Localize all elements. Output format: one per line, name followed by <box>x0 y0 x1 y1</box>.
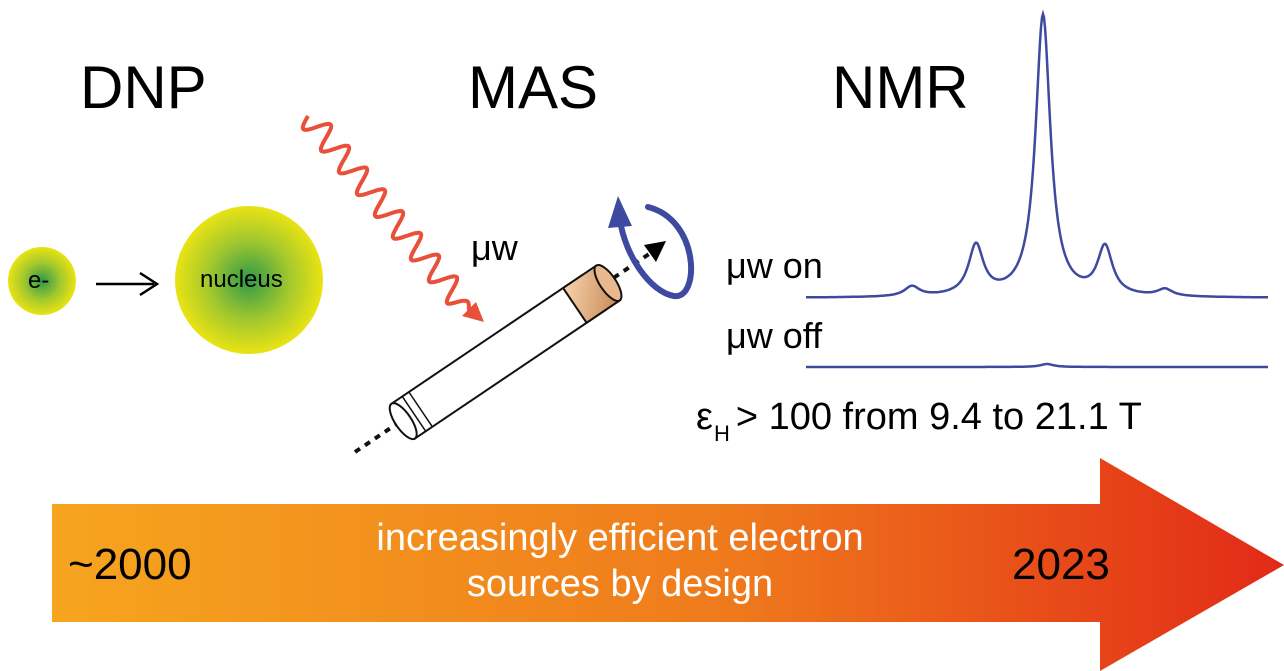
timeline-end-year: 2023 <box>1012 540 1110 589</box>
epsilon-subscript: H <box>713 421 730 446</box>
transfer-arrow <box>96 271 160 297</box>
electron-sphere <box>8 247 76 315</box>
enhancement-text: > 100 from 9.4 to 21.1 T <box>735 396 1142 438</box>
spin-axis-head <box>644 241 666 262</box>
timeline-caption: increasingly efficient electron sources … <box>290 516 950 607</box>
mw-on-label: μw on <box>726 245 823 286</box>
microwave-wave <box>300 115 484 322</box>
mw-off-label: μw off <box>726 315 823 356</box>
sample-rotor <box>388 264 623 441</box>
timeline-caption-line2: sources by design <box>466 562 774 605</box>
nucleus-sphere <box>175 206 323 354</box>
enhancement-statement: εH > 100 from 9.4 to 21.1 T <box>696 396 1142 445</box>
timeline-start-year: ~2000 <box>68 540 192 589</box>
electron-label: e- <box>28 267 50 294</box>
nmr-spectrum-on <box>806 9 1268 299</box>
epsilon-symbol: ε <box>696 396 713 438</box>
heading-nmr: NMR <box>832 54 969 121</box>
nucleus-label: nucleus <box>200 266 283 293</box>
timeline-caption-line1: increasingly efficient electron <box>376 517 864 559</box>
nmr-spectrum-off <box>806 362 1268 369</box>
heading-dnp: DNP <box>80 54 207 121</box>
microwave-label: μw <box>471 227 518 268</box>
heading-mas: MAS <box>468 54 599 121</box>
rotation-arrow <box>608 196 694 299</box>
timeline-arrow <box>52 458 1284 671</box>
